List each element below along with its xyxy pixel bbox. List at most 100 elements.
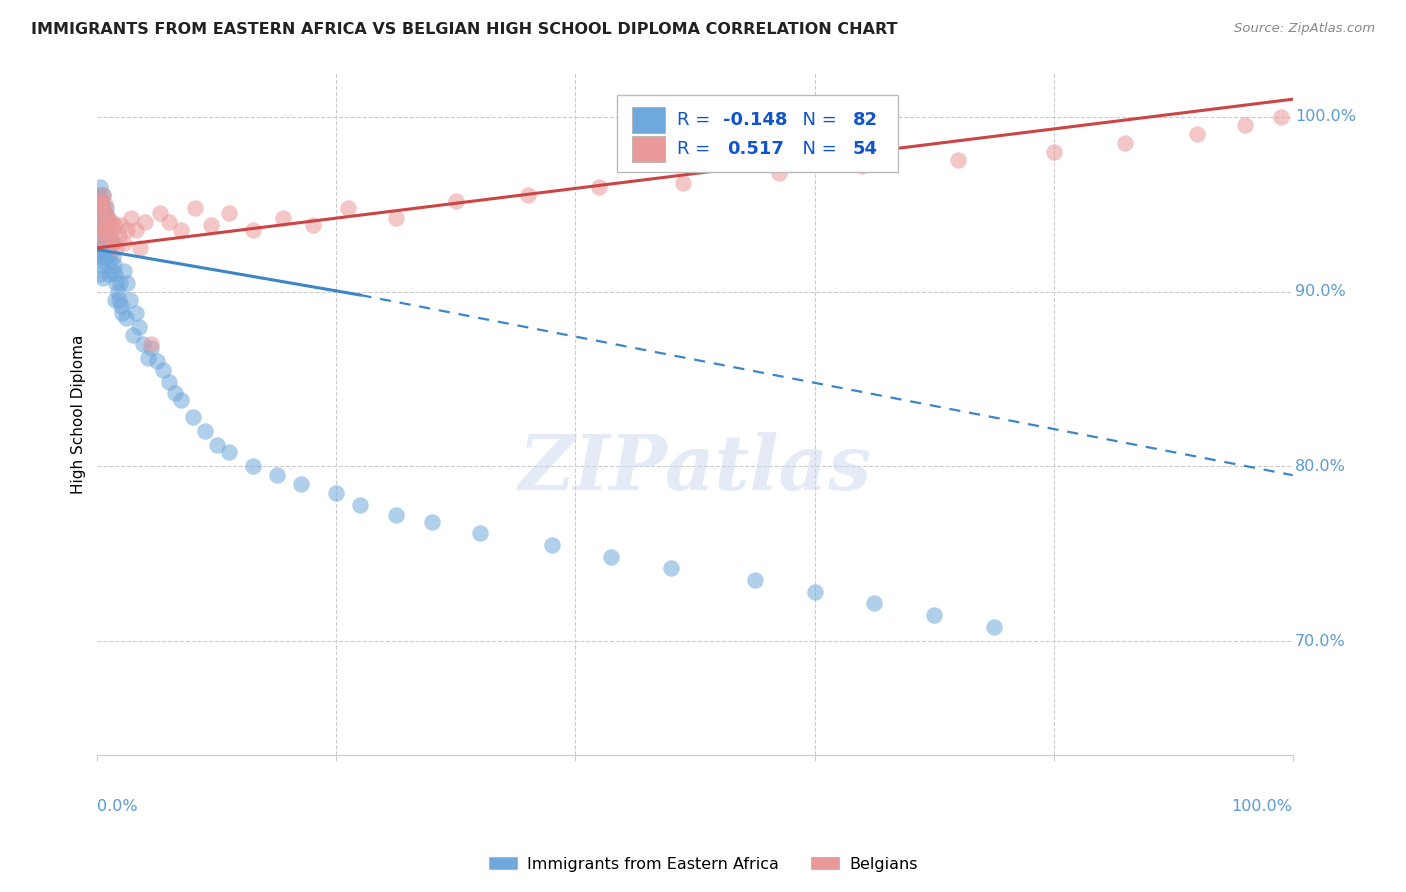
Point [98,267,121,281]
Point [108,276,131,290]
Point [111,305,134,319]
Point [218,206,240,220]
Text: N =: N = [790,111,842,129]
Point [101,223,124,237]
Point [100,235,122,250]
Legend: Immigrants from Eastern Africa, Belgians: Immigrants from Eastern Africa, Belgians [481,848,925,880]
Point [89,267,111,281]
Point [136,351,159,365]
Point [1270,110,1292,124]
Point [157,376,180,390]
Point [588,179,610,194]
Point [103,235,125,250]
Text: R =: R = [678,111,716,129]
Point [194,425,217,439]
Point [218,445,240,459]
Point [129,241,152,255]
Text: 100.0%: 100.0% [1232,799,1292,814]
Point [108,293,131,308]
Point [87,241,110,255]
Point [983,620,1005,634]
Point [600,550,623,565]
Point [112,263,135,277]
Point [946,153,969,168]
Point [105,276,128,290]
Point [242,459,264,474]
Point [200,218,222,232]
Point [1185,127,1208,141]
Point [103,258,125,272]
Point [803,585,825,599]
Point [107,285,129,299]
Point [91,188,114,202]
Point [768,166,790,180]
Point [115,223,138,237]
Point [90,194,112,208]
Point [96,214,118,228]
Point [444,194,467,208]
Point [100,253,122,268]
Point [105,241,128,255]
Point [112,235,135,250]
Point [139,341,162,355]
Point [91,201,114,215]
Point [100,214,122,228]
Point [659,561,682,575]
Point [97,241,120,255]
Text: 54: 54 [853,140,877,158]
Point [91,188,114,202]
Point [98,246,121,260]
Point [325,485,347,500]
Point [516,188,538,202]
Point [128,319,150,334]
Point [91,270,114,285]
Point [205,438,228,452]
Point [170,223,193,237]
Point [124,305,146,319]
Point [89,201,111,215]
Point [96,235,118,250]
Point [349,498,371,512]
Text: -0.148: -0.148 [723,111,787,129]
Point [93,197,115,211]
Point [91,218,114,232]
Point [89,179,111,194]
Point [104,293,127,308]
Point [91,232,114,246]
Point [672,176,695,190]
Point [98,218,121,232]
Point [90,218,112,232]
Point [90,258,112,272]
Point [90,194,112,208]
Point [108,228,131,243]
Text: N =: N = [790,140,842,158]
Point [146,354,169,368]
Point [101,250,124,264]
Point [97,211,120,226]
Point [87,214,110,228]
Point [110,299,132,313]
Y-axis label: High School Diploma: High School Diploma [72,334,86,493]
Point [922,607,945,622]
Point [115,276,138,290]
Point [91,214,114,228]
Text: 100.0%: 100.0% [1295,109,1355,124]
Point [93,250,115,264]
Point [90,241,112,255]
Point [152,363,174,377]
Point [115,310,138,325]
Point [301,218,323,232]
Text: ZIPatlas: ZIPatlas [519,432,872,506]
Point [337,201,360,215]
Point [124,223,146,237]
Point [420,516,443,530]
Point [744,573,766,587]
Point [91,253,114,268]
Point [97,214,120,228]
Point [91,232,114,246]
Point [93,228,115,243]
Point [110,218,132,232]
Text: 0.517: 0.517 [727,140,785,158]
Point [100,263,122,277]
Point [148,206,170,220]
